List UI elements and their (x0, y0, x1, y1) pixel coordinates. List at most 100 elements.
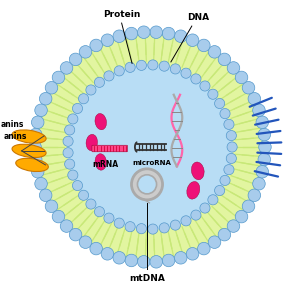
Circle shape (175, 251, 187, 264)
Circle shape (218, 228, 231, 241)
Circle shape (186, 248, 199, 260)
Circle shape (191, 74, 201, 84)
Circle shape (226, 130, 236, 141)
Circle shape (29, 141, 41, 153)
Circle shape (136, 224, 146, 234)
Circle shape (224, 165, 234, 175)
Circle shape (32, 116, 44, 129)
Circle shape (45, 200, 58, 213)
Circle shape (258, 128, 271, 141)
Circle shape (175, 30, 187, 43)
Circle shape (35, 178, 47, 190)
Text: mRNA: mRNA (92, 160, 118, 169)
Circle shape (68, 65, 232, 229)
Circle shape (159, 61, 169, 71)
Circle shape (259, 141, 271, 153)
Circle shape (220, 175, 230, 185)
Circle shape (181, 216, 191, 226)
Circle shape (150, 256, 163, 268)
Ellipse shape (191, 162, 204, 180)
Circle shape (148, 224, 158, 234)
Circle shape (181, 68, 191, 78)
Circle shape (248, 92, 261, 105)
Circle shape (32, 166, 44, 178)
Circle shape (186, 34, 199, 46)
Text: anins: anins (4, 132, 27, 141)
Circle shape (248, 189, 261, 202)
Circle shape (136, 60, 146, 70)
Circle shape (52, 210, 65, 223)
Ellipse shape (187, 182, 200, 199)
Circle shape (191, 210, 201, 220)
Circle shape (208, 236, 221, 248)
Text: anins: anins (1, 120, 24, 129)
Circle shape (63, 148, 73, 158)
Ellipse shape (16, 158, 48, 172)
Circle shape (208, 89, 218, 99)
FancyBboxPatch shape (92, 145, 128, 152)
Circle shape (125, 27, 138, 40)
Circle shape (69, 53, 82, 66)
Ellipse shape (12, 130, 46, 143)
Circle shape (162, 27, 175, 40)
Circle shape (68, 170, 78, 180)
Circle shape (200, 81, 210, 91)
Circle shape (125, 62, 135, 72)
Circle shape (104, 71, 114, 81)
Circle shape (64, 125, 75, 135)
Circle shape (235, 210, 248, 223)
Circle shape (39, 92, 52, 105)
Circle shape (52, 71, 65, 84)
Circle shape (159, 223, 169, 233)
Circle shape (114, 218, 124, 228)
Circle shape (208, 195, 218, 205)
Ellipse shape (95, 113, 106, 130)
Circle shape (137, 175, 157, 194)
Circle shape (208, 46, 221, 58)
Circle shape (79, 236, 92, 248)
Circle shape (253, 178, 265, 190)
Circle shape (79, 94, 88, 104)
Circle shape (253, 104, 265, 117)
Circle shape (170, 220, 181, 230)
Circle shape (137, 26, 150, 38)
Circle shape (214, 185, 225, 196)
Text: microRNA: microRNA (132, 160, 171, 166)
Circle shape (200, 203, 210, 213)
Circle shape (198, 242, 210, 255)
Circle shape (79, 190, 88, 200)
Circle shape (113, 251, 125, 264)
Circle shape (150, 26, 163, 38)
Circle shape (131, 169, 163, 200)
Circle shape (218, 53, 231, 66)
Circle shape (227, 62, 240, 74)
Circle shape (63, 136, 73, 146)
Circle shape (101, 34, 114, 46)
Circle shape (101, 248, 114, 260)
Ellipse shape (86, 134, 98, 151)
Circle shape (162, 254, 175, 267)
Circle shape (148, 60, 158, 70)
Circle shape (227, 220, 240, 232)
Circle shape (68, 114, 78, 124)
Circle shape (60, 220, 73, 232)
Circle shape (94, 77, 104, 87)
Circle shape (35, 104, 47, 117)
Circle shape (125, 254, 138, 267)
Text: mtDNA: mtDNA (129, 274, 165, 283)
Circle shape (220, 109, 230, 119)
Circle shape (113, 30, 125, 43)
Circle shape (72, 181, 82, 190)
Circle shape (45, 82, 58, 94)
Ellipse shape (95, 154, 106, 170)
Circle shape (79, 46, 92, 58)
Circle shape (226, 153, 236, 164)
Circle shape (242, 200, 255, 213)
Circle shape (69, 228, 82, 241)
Circle shape (39, 189, 52, 202)
Circle shape (29, 153, 42, 166)
Circle shape (94, 207, 104, 217)
Circle shape (86, 199, 96, 209)
Circle shape (235, 71, 248, 84)
Circle shape (242, 82, 255, 94)
